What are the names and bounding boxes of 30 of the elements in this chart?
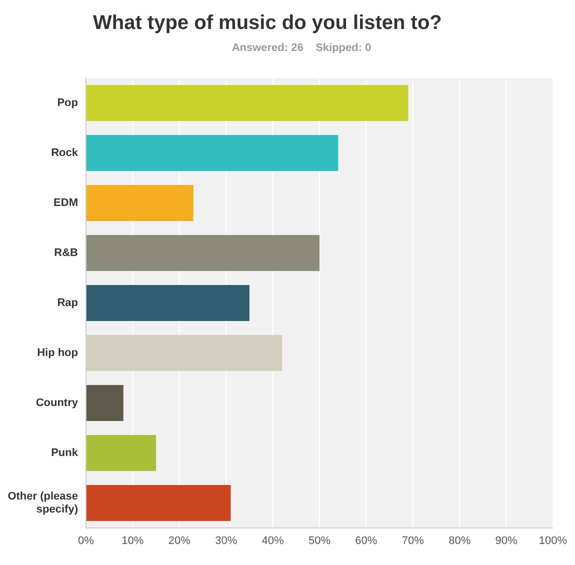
- x-tick-label: 60%: [355, 534, 378, 547]
- x-tick-label: 0%: [78, 534, 94, 547]
- y-tick-label: Pop: [57, 97, 78, 109]
- bar: [86, 285, 250, 321]
- bar: [86, 435, 156, 471]
- x-tick-label: 30%: [215, 534, 238, 547]
- x-tick-label: 20%: [168, 534, 191, 547]
- y-tick-label: Rap: [57, 297, 78, 309]
- x-tick-label: 10%: [122, 534, 144, 547]
- chart-subtitle: Answered: 26 Skipped: 0: [230, 42, 372, 56]
- bar: [86, 135, 338, 171]
- y-tick-label: Punk: [51, 447, 79, 459]
- bar: [86, 85, 408, 121]
- y-tick-label: Hip hop: [37, 347, 78, 359]
- y-tick-label: Rock: [51, 147, 79, 159]
- y-tick-label: Country: [36, 397, 79, 409]
- x-tick-label: 100%: [538, 534, 568, 547]
- bar: [86, 235, 320, 271]
- x-tick-label: 90%: [495, 534, 518, 547]
- bar: [86, 485, 231, 521]
- x-tick-label: 40%: [262, 534, 284, 547]
- y-tick-label: EDM: [54, 197, 78, 209]
- x-tick-label: 50%: [308, 534, 331, 547]
- chart-title: What type of music do you listen to?: [92, 11, 443, 36]
- y-tick-label: R&B: [54, 247, 78, 259]
- x-tick-label: 80%: [448, 534, 471, 547]
- x-tick-label: 70%: [402, 534, 424, 547]
- y-tick-label: Other (please specify): [8, 490, 78, 516]
- bar: [86, 385, 124, 421]
- bar: [86, 185, 194, 221]
